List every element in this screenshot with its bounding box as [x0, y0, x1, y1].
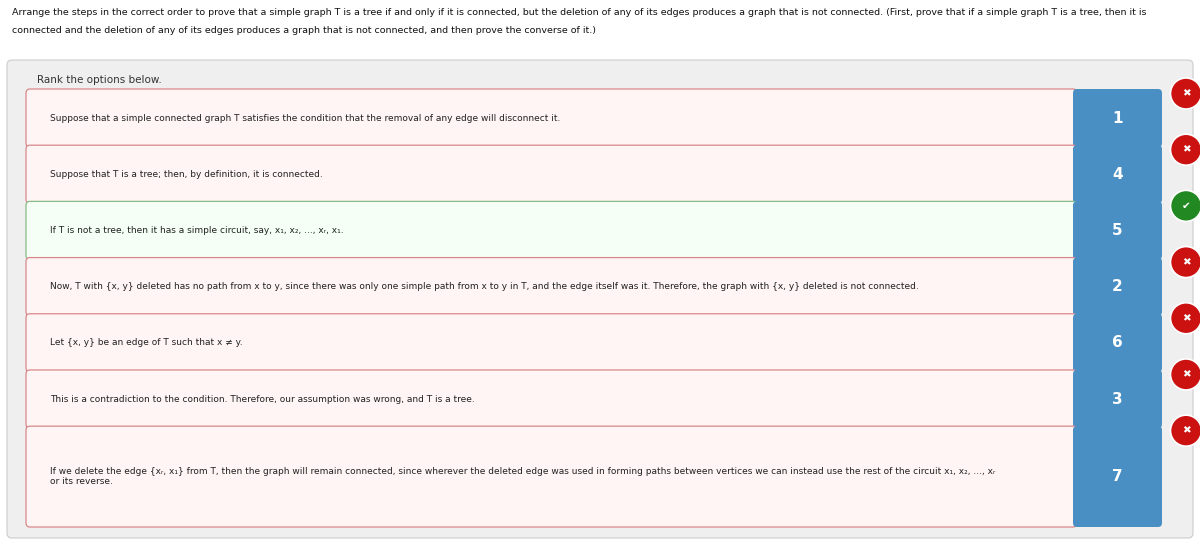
- Text: If we delete the edge {xᵣ, x₁} from T, then the graph will remain connected, sin: If we delete the edge {xᵣ, x₁} from T, t…: [50, 467, 995, 487]
- FancyBboxPatch shape: [1073, 314, 1162, 372]
- Text: 2: 2: [1112, 279, 1123, 294]
- FancyBboxPatch shape: [1073, 201, 1162, 260]
- Text: ✖: ✖: [1182, 370, 1190, 380]
- Text: 6: 6: [1112, 336, 1123, 350]
- FancyBboxPatch shape: [26, 314, 1078, 372]
- FancyBboxPatch shape: [1073, 145, 1162, 203]
- FancyBboxPatch shape: [1073, 89, 1162, 147]
- Circle shape: [1170, 134, 1200, 165]
- FancyBboxPatch shape: [26, 201, 1078, 260]
- Text: 7: 7: [1112, 469, 1123, 484]
- Text: This is a contradiction to the condition. Therefore, our assumption was wrong, a: This is a contradiction to the condition…: [50, 395, 475, 403]
- Text: If T is not a tree, then it has a simple circuit, say, x₁, x₂, ..., xᵣ, x₁.: If T is not a tree, then it has a simple…: [50, 226, 343, 235]
- FancyBboxPatch shape: [26, 89, 1078, 147]
- Text: Arrange the steps in the correct order to prove that a simple graph T is a tree : Arrange the steps in the correct order t…: [12, 8, 1146, 17]
- Text: Let {x, y} be an edge of T such that x ≠ y.: Let {x, y} be an edge of T such that x ≠…: [50, 338, 242, 347]
- Text: ✖: ✖: [1182, 145, 1190, 155]
- Text: ✖: ✖: [1182, 257, 1190, 267]
- Text: connected and the deletion of any of its edges produces a graph that is not conn: connected and the deletion of any of its…: [12, 26, 596, 35]
- Circle shape: [1170, 191, 1200, 222]
- Text: Now, T with {x, y} deleted has no path from x to y, since there was only one sim: Now, T with {x, y} deleted has no path f…: [50, 282, 919, 291]
- Circle shape: [1170, 359, 1200, 390]
- Text: Suppose that a simple connected graph T satisfies the condition that the removal: Suppose that a simple connected graph T …: [50, 114, 560, 122]
- Text: 1: 1: [1112, 111, 1123, 126]
- Circle shape: [1170, 247, 1200, 278]
- FancyBboxPatch shape: [26, 370, 1078, 428]
- Text: 5: 5: [1112, 223, 1123, 238]
- FancyBboxPatch shape: [26, 145, 1078, 203]
- FancyBboxPatch shape: [1073, 426, 1162, 527]
- FancyBboxPatch shape: [26, 426, 1078, 527]
- Circle shape: [1170, 78, 1200, 109]
- FancyBboxPatch shape: [1073, 370, 1162, 428]
- Circle shape: [1170, 415, 1200, 446]
- Text: ✖: ✖: [1182, 314, 1190, 323]
- Text: Suppose that T is a tree; then, by definition, it is connected.: Suppose that T is a tree; then, by defin…: [50, 170, 323, 179]
- Text: Rank the options below.: Rank the options below.: [37, 75, 162, 85]
- Text: ✔: ✔: [1182, 201, 1190, 211]
- FancyBboxPatch shape: [1073, 257, 1162, 316]
- FancyBboxPatch shape: [7, 60, 1193, 538]
- Text: 4: 4: [1112, 167, 1123, 182]
- FancyBboxPatch shape: [26, 257, 1078, 316]
- Circle shape: [1170, 302, 1200, 334]
- Text: ✖: ✖: [1182, 425, 1190, 436]
- Text: 3: 3: [1112, 392, 1123, 407]
- Text: ✖: ✖: [1182, 89, 1190, 99]
